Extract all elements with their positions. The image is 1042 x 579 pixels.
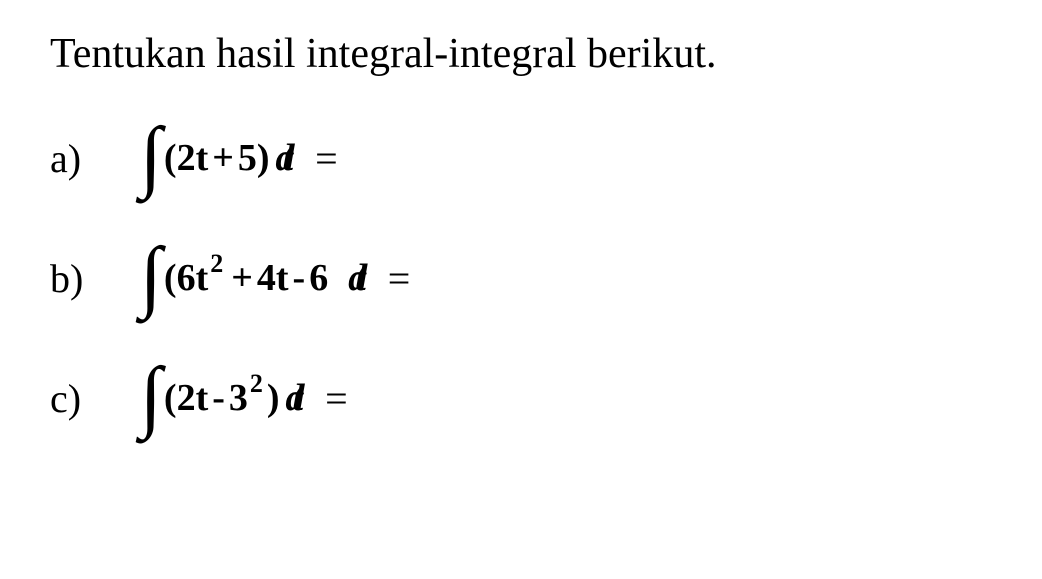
differential: dt xyxy=(286,376,304,420)
paren-open: ( xyxy=(164,256,177,300)
problem-a: a) ∫ ( 2t + 5 ) dt = xyxy=(50,113,992,203)
problem-a-label: a) xyxy=(50,135,140,182)
equals-sign: = xyxy=(388,255,411,302)
page-title: Tentukan hasil integral-integral berikut… xyxy=(50,30,992,78)
term: 6t xyxy=(177,256,209,300)
term: 5 xyxy=(238,136,257,180)
problem-c-label: c) xyxy=(50,375,140,422)
integral-icon: ∫ xyxy=(140,248,162,304)
operator: + xyxy=(231,256,253,300)
problem-b: b) ∫ ( 6t 2 + 4t - 6 dt = xyxy=(50,233,992,323)
operator: - xyxy=(212,376,225,420)
paren-open: ( xyxy=(164,136,177,180)
paren-close: ) xyxy=(257,136,270,180)
equals-sign: = xyxy=(325,375,348,422)
term: 3 xyxy=(229,376,248,420)
differential: dt xyxy=(348,256,366,300)
problem-c: c) ∫ ( 2t - 3 2 ) dt = xyxy=(50,353,992,443)
paren-close: ) xyxy=(267,376,280,420)
integral-icon: ∫ xyxy=(140,368,162,424)
term: 6 xyxy=(309,256,328,300)
differential: dt xyxy=(276,136,294,180)
operator: - xyxy=(293,256,306,300)
problem-a-expression: ∫ ( 2t + 5 ) dt = xyxy=(140,130,338,186)
exponent: 2 xyxy=(210,249,223,279)
problem-b-expression: ∫ ( 6t 2 + 4t - 6 dt = xyxy=(140,250,410,306)
term: 4t xyxy=(257,256,289,300)
exponent: 2 xyxy=(250,369,263,399)
expr-body-b: ( 6t 2 + 4t - 6 dt xyxy=(164,256,366,300)
term: 2t xyxy=(177,136,209,180)
expr-body-c: ( 2t - 3 2 ) dt xyxy=(164,376,303,420)
integral-icon: ∫ xyxy=(140,128,162,184)
problem-b-label: b) xyxy=(50,255,140,302)
operator: + xyxy=(212,136,234,180)
paren-open: ( xyxy=(164,376,177,420)
problem-c-expression: ∫ ( 2t - 3 2 ) dt = xyxy=(140,370,348,426)
expr-body-a: ( 2t + 5 ) dt xyxy=(164,136,293,180)
term: 2t xyxy=(177,376,209,420)
equals-sign: = xyxy=(315,135,338,182)
